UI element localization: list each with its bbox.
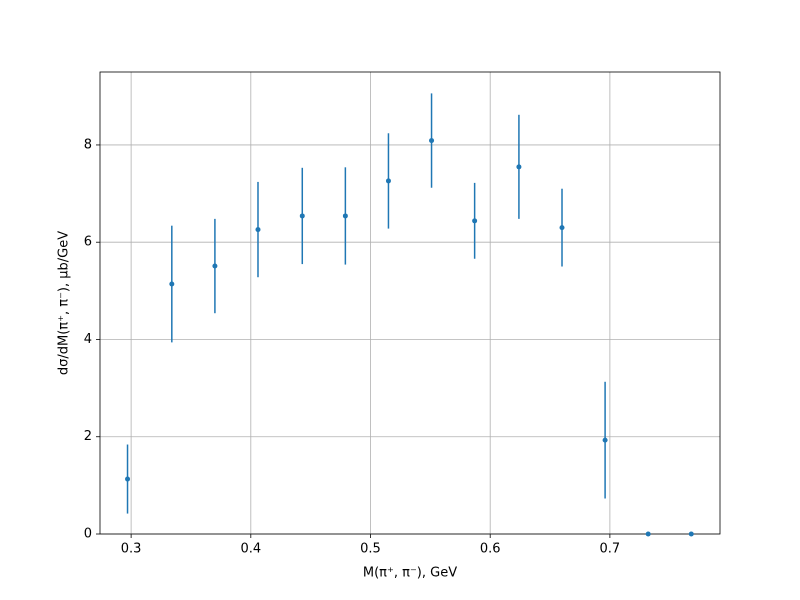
x-tick-label: 0.3 <box>121 542 142 557</box>
x-tick-label: 0.6 <box>480 542 501 557</box>
data-point <box>255 227 261 233</box>
y-tick-label: 0 <box>84 527 92 542</box>
data-point <box>125 476 131 482</box>
data-point <box>472 218 478 224</box>
y-axis-label: dσ/dM(π⁺, π⁻), μb/GeV <box>57 231 72 375</box>
data-point <box>385 178 391 184</box>
data-point <box>212 263 218 269</box>
data-point <box>342 213 348 219</box>
x-tick-label: 0.7 <box>600 542 621 557</box>
data-point <box>688 531 694 537</box>
x-tick-label: 0.4 <box>240 542 261 557</box>
y-tick-label: 2 <box>84 429 92 444</box>
y-tick-label: 4 <box>84 332 92 347</box>
data-point <box>299 213 305 219</box>
data-point <box>602 437 608 443</box>
y-tick-label: 6 <box>84 235 92 250</box>
data-point <box>645 531 651 537</box>
data-point <box>516 164 522 170</box>
x-axis-label: M(π⁺, π⁻), GeV <box>363 566 457 581</box>
data-point <box>559 225 565 231</box>
plot-frame <box>99 71 721 535</box>
x-tick-label: 0.5 <box>360 542 381 557</box>
data-point <box>169 281 175 287</box>
data-point <box>429 138 435 144</box>
y-tick-label: 8 <box>84 137 92 152</box>
